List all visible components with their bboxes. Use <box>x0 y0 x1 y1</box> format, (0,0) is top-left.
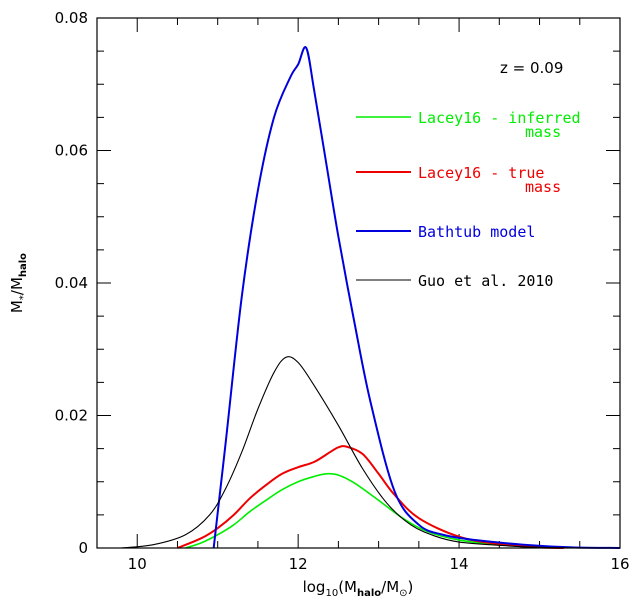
x-tick-label: 14 <box>450 555 469 573</box>
series-line-bathtub-model <box>212 46 621 549</box>
legend-label-bathtub-model: Bathtub model <box>418 223 535 241</box>
series-line-lacey16-inferred-mass <box>185 472 564 549</box>
x-tick-label: 12 <box>289 555 308 573</box>
redshift-annotation: z = 0.09 <box>500 59 563 77</box>
y-tick-label: 0.02 <box>55 407 88 425</box>
legend-label-lacey16-inferred-mass: Lacey16 - inferred <box>418 109 581 127</box>
legend-label-guo-et-al-2010: Guo et al. 2010 <box>418 272 553 290</box>
series-line-guo-et-al-2010 <box>121 356 604 549</box>
legend-label-lacey16-true-mass: Lacey16 - true <box>418 164 544 182</box>
y-tick-label: 0.08 <box>55 9 88 27</box>
series-curves <box>121 46 621 549</box>
x-tick-label: 16 <box>610 555 629 573</box>
legend-label-lacey16-inferred-mass: mass <box>525 123 561 141</box>
legend-label-lacey16-true-mass: mass <box>525 178 561 196</box>
y-axis-label: M*/Mhalo <box>8 253 29 313</box>
y-tick-label: 0.06 <box>55 142 88 160</box>
plot-frame <box>96 17 621 549</box>
axis-ticks: 10 12 14 16 0 0.02 0.04 0.06 0.08 <box>55 9 630 573</box>
y-tick-label: 0.04 <box>55 274 88 292</box>
y-tick-label: 0 <box>78 539 88 557</box>
series-line-lacey16-true-mass <box>177 445 564 549</box>
x-axis-label: log10(Mhalo/M⊙) <box>303 578 414 599</box>
x-tick-label: 10 <box>128 555 147 573</box>
